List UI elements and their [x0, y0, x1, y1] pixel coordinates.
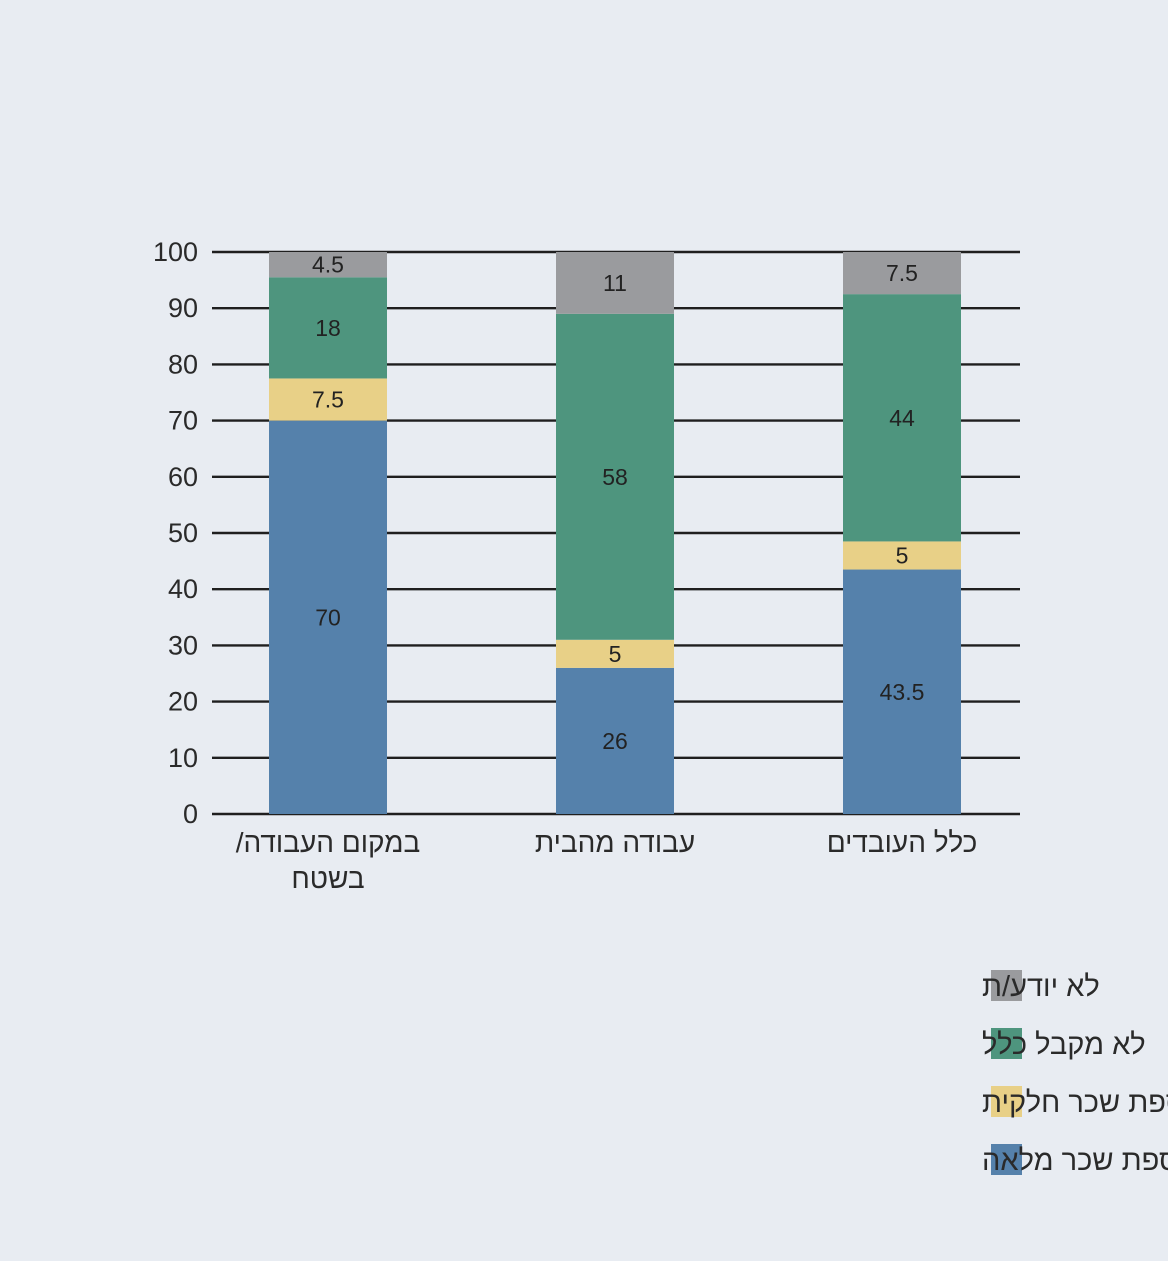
y-tick-label: 30	[168, 630, 198, 660]
bar-segment	[269, 378, 387, 421]
legend-label: לא מקבל כלל	[982, 1029, 1146, 1061]
data-label: 70	[315, 604, 341, 630]
y-tick-label: 60	[168, 462, 198, 492]
data-label: 5	[609, 641, 622, 667]
bar-segment	[269, 277, 387, 379]
legend-swatch	[991, 1144, 1022, 1175]
bar-segment	[556, 252, 674, 314]
data-label: 5	[896, 542, 909, 568]
bar-segment	[556, 639, 674, 668]
data-label: 43.5	[880, 679, 925, 705]
y-tick-label: 20	[168, 687, 198, 717]
bar-segment	[556, 313, 674, 640]
legend-label: מקבל תוספת שכר חלקית	[982, 1087, 1168, 1119]
x-tick-label: במקום העבודה/בשטח	[236, 827, 421, 894]
bar-segment	[556, 667, 674, 814]
legend-label: לא יודע/ת	[982, 971, 1100, 1003]
data-labels: 43.5 5 44 7.5 26 5 58 11 70 7.5 18 4.5	[312, 252, 924, 754]
y-axis-ticks: 0 10 20 30 40 50 60 70 80 90 100	[153, 237, 198, 829]
y-tick-label: 80	[168, 349, 198, 379]
y-tick-label: 70	[168, 406, 198, 436]
legend: לא יודע/ת לא מקבל כלל מקבל תוספת שכר חלקית…	[982, 970, 1168, 1177]
data-label: 58	[602, 464, 628, 490]
legend-swatch	[991, 1028, 1022, 1059]
bar-segment	[843, 541, 961, 570]
bar-segment	[843, 294, 961, 542]
bar-segment	[269, 420, 387, 814]
legend-label: מקבל תוספת שכר מלאה	[982, 1145, 1168, 1177]
data-label: 44	[889, 405, 915, 431]
data-label: 7.5	[312, 387, 344, 413]
data-label: 26	[602, 728, 628, 754]
y-tick-label: 50	[168, 518, 198, 548]
y-tick-label: 10	[168, 743, 198, 773]
x-axis-labels: כלל העובדים עבודה מהבית במקום העבודה/בשטח	[236, 827, 978, 894]
bar-segment	[843, 252, 961, 295]
legend-swatch	[991, 1086, 1022, 1117]
data-label: 7.5	[886, 260, 918, 286]
x-tick-label: עבודה מהבית	[535, 827, 695, 858]
x-tick-label: כלל העובדים	[827, 827, 978, 858]
y-tick-label: 90	[168, 293, 198, 323]
legend-swatch	[991, 970, 1022, 1001]
y-tick-label: 0	[183, 799, 198, 829]
bars	[269, 252, 961, 814]
bar-segment	[269, 252, 387, 278]
data-label: 11	[603, 270, 627, 296]
data-label: 18	[315, 315, 341, 341]
data-label: 4.5	[312, 252, 344, 278]
bar-segment	[843, 569, 961, 814]
y-tick-label: 40	[168, 574, 198, 604]
y-tick-label: 100	[153, 237, 198, 267]
